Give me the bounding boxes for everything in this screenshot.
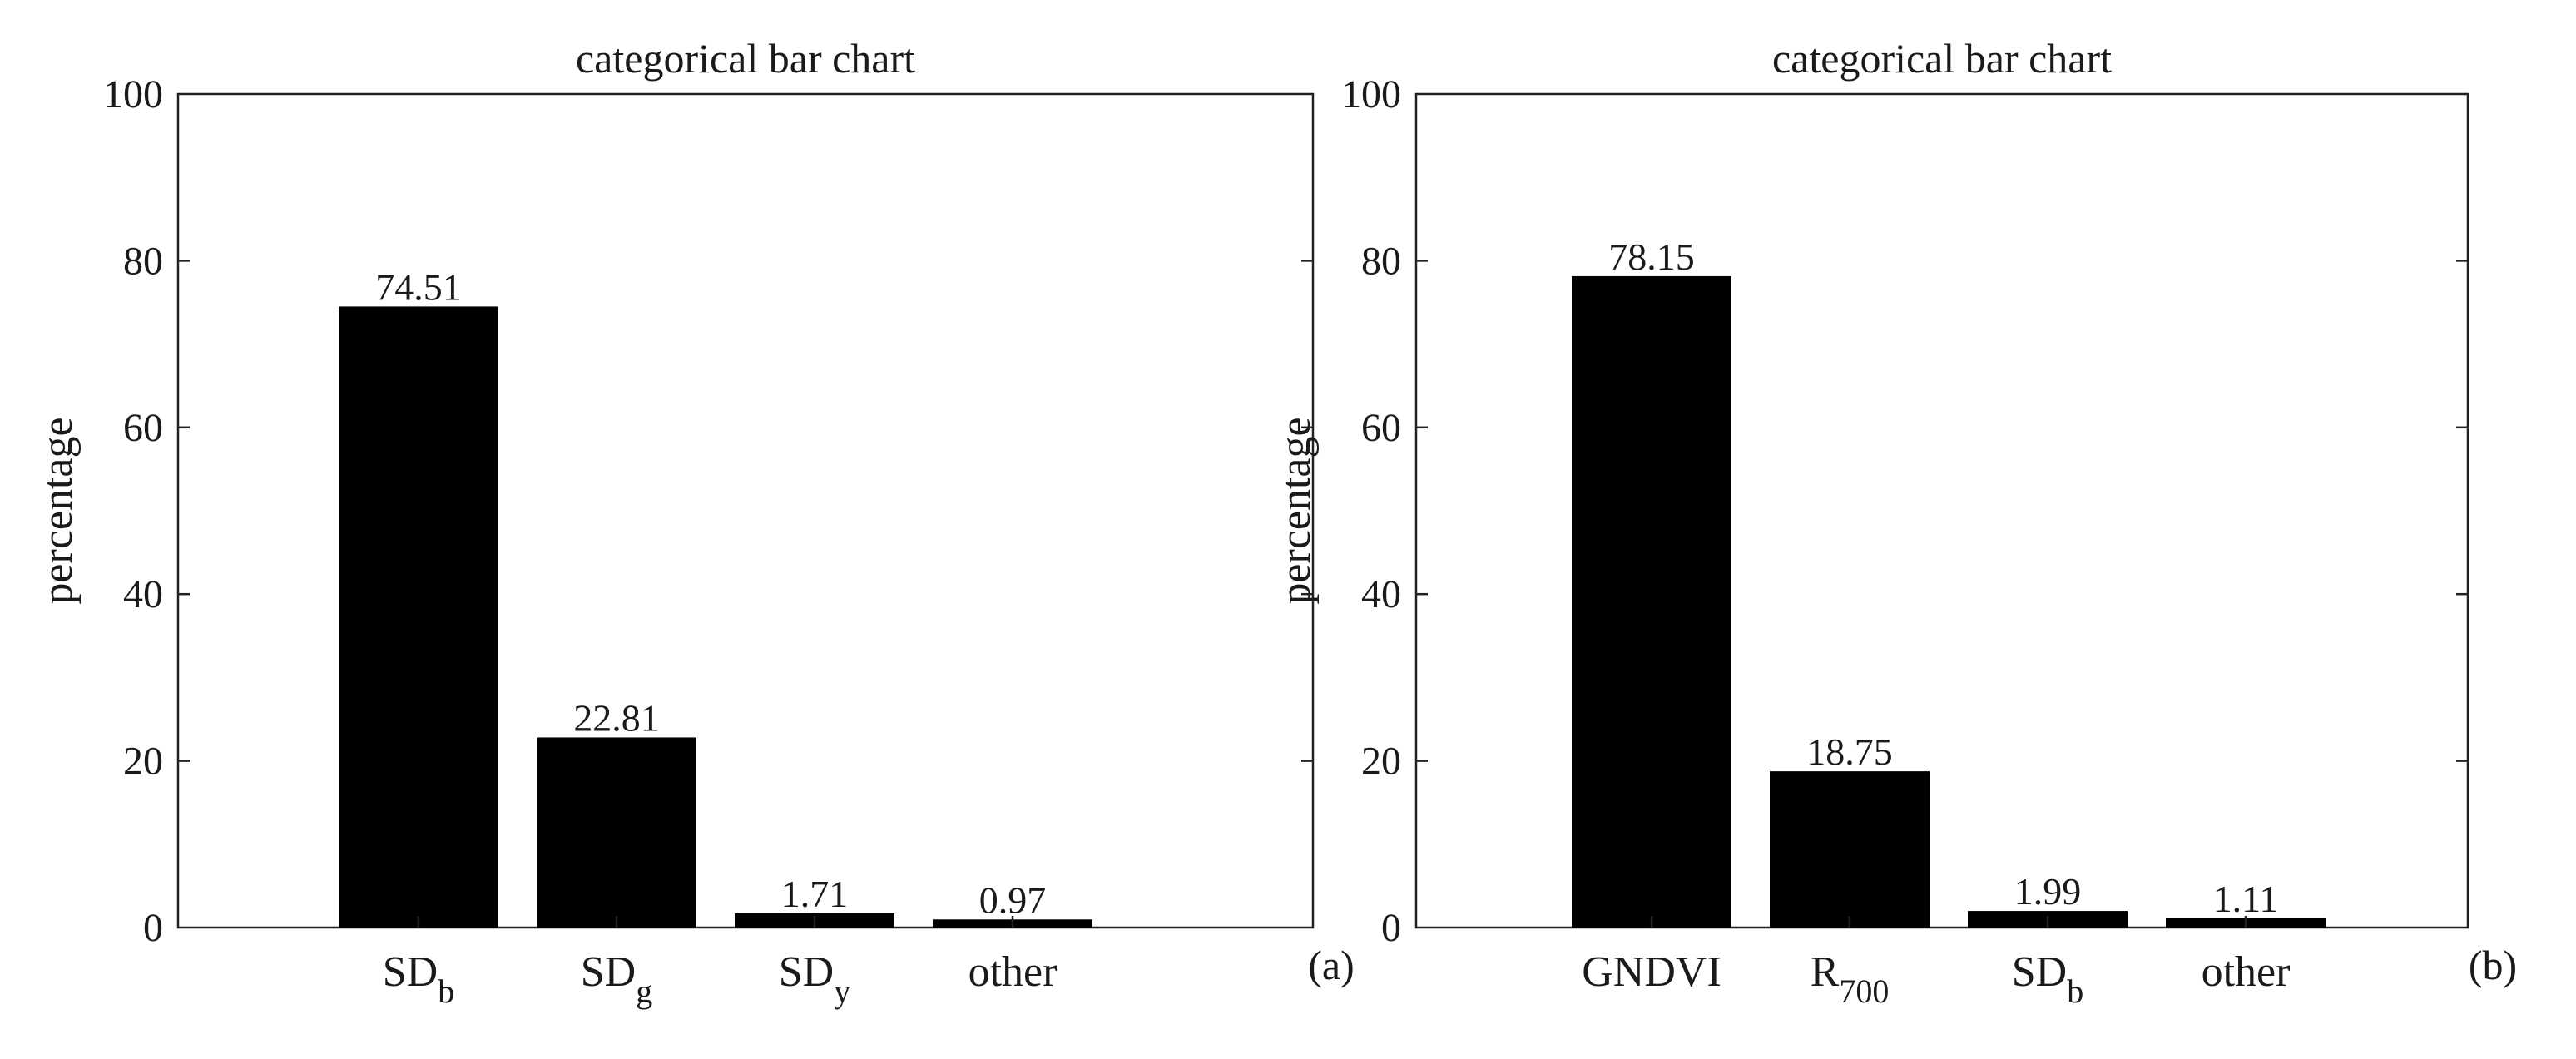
- category-label-base: other: [968, 948, 1058, 996]
- data-label-2: 1.71: [781, 873, 849, 915]
- category-label-base: other: [2202, 948, 2291, 996]
- bar-0: [339, 306, 498, 928]
- chart-title: categorical bar chart: [576, 35, 915, 82]
- category-label-1: R700: [1811, 948, 1890, 1010]
- category-label-base: SD: [581, 948, 636, 996]
- category-label-subscript: b: [2067, 972, 2083, 1010]
- category-label-3: other: [2202, 948, 2291, 996]
- panel-label: (b): [2469, 942, 2517, 988]
- y-tick-label: 100: [1341, 72, 1401, 116]
- y-tick-label: 60: [123, 406, 163, 450]
- y-tick-label: 0: [1381, 906, 1401, 950]
- category-label-3: other: [968, 948, 1058, 996]
- y-axis-label: percentage: [1272, 417, 1320, 604]
- chart-title: categorical bar chart: [1772, 35, 2112, 82]
- data-label-1: 18.75: [1806, 730, 1893, 773]
- category-label-subscript: 700: [1839, 972, 1889, 1010]
- category-label-0: SDb: [383, 948, 454, 1010]
- category-label-subscript: b: [438, 972, 454, 1010]
- category-label-1: SDg: [581, 948, 652, 1010]
- bar-0: [1572, 275, 1731, 928]
- category-label-base: SD: [779, 948, 834, 996]
- data-label-0: 74.51: [375, 265, 462, 308]
- y-tick-label: 40: [123, 572, 163, 616]
- panel-label: (a): [1308, 942, 1355, 988]
- y-tick-label: 60: [1361, 406, 1401, 450]
- data-label-2: 1.99: [2014, 870, 2082, 913]
- chart-panel-b: categorical bar chart percentage 0 20 40 60 80…: [1272, 35, 2517, 1010]
- category-label-base: GNDVI: [1582, 948, 1721, 996]
- y-tick-label: 80: [123, 239, 163, 283]
- chart-panel-a: categorical bar chart percentage 0 20 40 60 80…: [34, 35, 1355, 1010]
- data-label-1: 22.81: [573, 696, 660, 739]
- y-tick-label: 20: [1361, 740, 1401, 784]
- data-label-0: 78.15: [1608, 235, 1695, 278]
- category-label-2: SDb: [2012, 948, 2083, 1010]
- plot-area-box: [1414, 92, 2469, 929]
- category-label-0: GNDVI: [1582, 948, 1721, 996]
- category-label-2: SDy: [779, 948, 850, 1010]
- category-label-base: SD: [2012, 948, 2067, 996]
- bar-1: [1770, 771, 1930, 928]
- y-tick-label: 20: [123, 740, 163, 784]
- y-tick-label: 80: [1361, 239, 1401, 283]
- category-label-subscript: g: [636, 972, 652, 1010]
- bar-1: [537, 737, 696, 928]
- y-axis-label: percentage: [34, 417, 82, 604]
- y-tick-label: 100: [103, 72, 163, 116]
- category-label-base: R: [1811, 948, 1840, 996]
- data-label-3: 1.11: [2213, 878, 2279, 920]
- category-label-base: SD: [383, 948, 438, 996]
- y-tick-label: 40: [1361, 572, 1401, 616]
- y-tick-label: 0: [143, 906, 163, 950]
- data-label-3: 0.97: [979, 878, 1047, 921]
- category-label-subscript: y: [834, 972, 850, 1010]
